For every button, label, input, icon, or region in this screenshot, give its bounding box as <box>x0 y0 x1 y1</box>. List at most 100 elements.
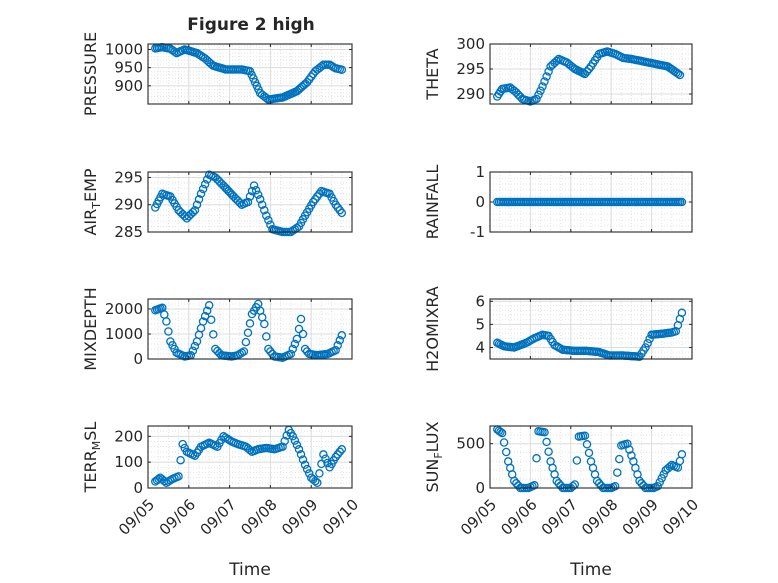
axes-box <box>489 298 693 360</box>
data-point <box>206 315 216 325</box>
data-point <box>625 445 634 454</box>
data-point <box>580 431 590 440</box>
y-axis-label: H2OMIXRA <box>423 286 442 372</box>
data-point <box>317 459 326 469</box>
axes-box <box>489 43 693 105</box>
data-point <box>280 436 289 446</box>
data-point <box>243 197 253 207</box>
data-point <box>204 301 214 310</box>
data-point <box>260 319 269 329</box>
y-axis-label: SUNFLUX <box>423 421 445 492</box>
data-point <box>302 464 312 474</box>
y-tick-label: 100 <box>114 453 143 471</box>
data-point <box>264 215 273 225</box>
axes-box <box>147 43 353 105</box>
data-point <box>300 460 310 470</box>
data-point <box>296 450 306 459</box>
data-point <box>677 308 687 318</box>
data-point <box>657 474 666 483</box>
data-point <box>653 481 662 491</box>
y-axis-label: AIRTEMP <box>81 168 103 235</box>
data-point <box>542 72 551 81</box>
data-point <box>337 208 347 218</box>
data-point <box>544 67 553 76</box>
data-point <box>164 327 173 336</box>
axes-box <box>489 425 693 489</box>
data-point <box>237 348 247 358</box>
data-point <box>584 448 594 458</box>
data-point <box>288 344 298 354</box>
data-point <box>675 70 685 80</box>
data-point <box>300 344 310 354</box>
y-tick-label: 290 <box>114 196 143 214</box>
data-point <box>568 481 578 491</box>
data-point <box>286 349 296 359</box>
y-tick-label: 0 <box>133 350 143 368</box>
data-point <box>337 331 347 340</box>
data-point <box>532 94 541 104</box>
data-point <box>304 469 314 478</box>
data-point <box>188 346 198 355</box>
data-point <box>292 440 302 450</box>
data-point <box>335 336 345 345</box>
y-tick-label: 295 <box>114 168 143 186</box>
data-point <box>311 476 320 486</box>
data-point <box>196 189 206 199</box>
y-axis-label: PRESSURE <box>81 32 100 116</box>
data-point <box>317 62 326 71</box>
data-point <box>200 180 210 189</box>
data-point <box>241 337 251 347</box>
data-point <box>331 346 340 355</box>
y-tick-label: 1000 <box>105 40 143 58</box>
data-point <box>627 451 636 460</box>
data-point <box>333 450 342 459</box>
data-point <box>623 439 632 448</box>
data-point <box>321 454 330 463</box>
data-point <box>298 329 308 339</box>
data-point <box>190 205 200 215</box>
data-point <box>501 447 511 457</box>
data-point <box>584 64 594 74</box>
data-point <box>677 197 687 207</box>
data-point <box>202 306 212 315</box>
data-point <box>278 442 287 451</box>
data-point <box>677 450 687 459</box>
series-theta <box>493 47 685 106</box>
data-point <box>239 347 249 356</box>
data-point <box>659 470 668 479</box>
data-point <box>288 432 298 441</box>
data-point <box>209 330 218 339</box>
data-point <box>245 445 255 455</box>
y-axis-label: MIXDEPTH <box>81 287 100 370</box>
x-axis-label: Time <box>569 560 612 580</box>
data-point <box>198 184 208 194</box>
data-point <box>290 339 300 349</box>
series-pressure <box>151 43 347 104</box>
y-tick-label: 2000 <box>105 300 143 318</box>
y-tick-label: 5 <box>475 315 485 333</box>
series-rainfall <box>493 197 687 207</box>
data-point <box>266 347 275 356</box>
data-point <box>282 431 291 440</box>
data-point <box>192 200 202 209</box>
figure-title: Figure 2 high <box>187 15 315 35</box>
data-point <box>544 447 553 456</box>
axes-box <box>147 171 353 233</box>
y-tick-label: 300 <box>456 35 485 53</box>
data-point <box>497 428 507 438</box>
y-tick-label: 0 <box>133 479 143 497</box>
data-point <box>337 65 347 75</box>
y-tick-label: 295 <box>456 60 485 78</box>
data-point <box>542 437 551 447</box>
data-point <box>313 478 322 488</box>
axes-box <box>147 425 353 489</box>
data-point <box>245 192 255 201</box>
y-tick-label: 6 <box>475 292 485 310</box>
y-tick-label: 200 <box>114 427 143 445</box>
data-point <box>235 198 245 207</box>
y-tick-label: -1 <box>470 223 485 241</box>
data-point <box>257 200 267 209</box>
data-point <box>296 314 306 324</box>
